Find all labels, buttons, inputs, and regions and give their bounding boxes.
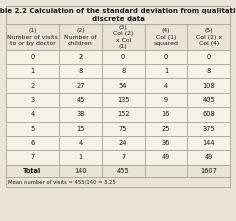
Text: 9: 9	[164, 97, 168, 103]
Text: 6: 6	[30, 140, 35, 146]
Text: 3: 3	[30, 97, 34, 103]
Bar	[59, 107, 102, 122]
Bar	[187, 107, 230, 122]
Bar	[145, 78, 187, 93]
Bar	[102, 122, 145, 136]
Text: 608: 608	[202, 111, 215, 117]
Bar	[145, 122, 187, 136]
Text: 0: 0	[121, 54, 125, 60]
Bar	[59, 24, 102, 50]
Bar	[59, 93, 102, 107]
Text: 5: 5	[30, 126, 35, 132]
Text: 2: 2	[78, 54, 83, 60]
Bar	[59, 50, 102, 64]
Text: (5)
Col (2) x
Col (4): (5) Col (2) x Col (4)	[196, 28, 222, 46]
Bar	[102, 50, 145, 64]
Bar	[6, 24, 59, 50]
Text: 8: 8	[206, 68, 211, 74]
Text: 15: 15	[76, 126, 85, 132]
Bar	[102, 107, 145, 122]
Bar	[187, 64, 230, 78]
Bar	[145, 50, 187, 64]
Text: 75: 75	[119, 126, 127, 132]
Bar	[187, 150, 230, 165]
Bar	[59, 136, 102, 150]
Text: 4: 4	[164, 83, 168, 89]
Text: 2: 2	[30, 83, 35, 89]
Text: (4)
Col (1)
squared: (4) Col (1) squared	[154, 28, 178, 46]
Text: 1607: 1607	[200, 168, 217, 174]
Text: 16: 16	[162, 111, 170, 117]
Text: 108: 108	[202, 83, 215, 89]
Text: Table 2.2 Calculation of the standard deviation from qualitative
discrete data: Table 2.2 Calculation of the standard de…	[0, 8, 236, 22]
Bar	[6, 165, 59, 177]
Text: 0: 0	[206, 54, 211, 60]
Bar	[187, 50, 230, 64]
Bar	[187, 93, 230, 107]
Bar	[6, 6, 230, 187]
Bar	[102, 150, 145, 165]
Bar	[102, 24, 145, 50]
Text: 49: 49	[205, 154, 213, 160]
Bar	[145, 165, 187, 177]
Text: 24: 24	[119, 140, 127, 146]
Text: 38: 38	[76, 111, 85, 117]
Bar	[6, 78, 59, 93]
Text: 4: 4	[78, 140, 83, 146]
Text: 8: 8	[121, 68, 125, 74]
Bar	[59, 64, 102, 78]
Bar	[6, 122, 59, 136]
Bar	[6, 150, 59, 165]
Bar	[145, 107, 187, 122]
Bar	[6, 93, 59, 107]
Bar	[102, 64, 145, 78]
Bar	[187, 165, 230, 177]
Text: (2)
Number of
children: (2) Number of children	[64, 28, 97, 46]
Bar	[145, 93, 187, 107]
Bar	[6, 6, 230, 24]
Text: 135: 135	[117, 97, 130, 103]
Text: 49: 49	[162, 154, 170, 160]
Text: 4: 4	[30, 111, 35, 117]
Bar	[59, 122, 102, 136]
Bar	[102, 78, 145, 93]
Text: 405: 405	[202, 97, 215, 103]
Text: 140: 140	[74, 168, 87, 174]
Text: 1: 1	[164, 68, 168, 74]
Bar	[59, 150, 102, 165]
Text: Mean number of visits = 455/140 = 3.25: Mean number of visits = 455/140 = 3.25	[8, 179, 116, 184]
Bar	[145, 64, 187, 78]
Bar	[6, 177, 230, 187]
Text: 1: 1	[30, 68, 34, 74]
Text: (3)
Col (2)
x Col
(1): (3) Col (2) x Col (1)	[113, 25, 133, 49]
Text: (1)
Number of visits
to or by doctor: (1) Number of visits to or by doctor	[7, 28, 58, 46]
Bar	[145, 136, 187, 150]
Text: 54: 54	[119, 83, 127, 89]
Bar	[6, 50, 59, 64]
Bar	[187, 24, 230, 50]
Text: 8: 8	[78, 68, 83, 74]
Text: 1: 1	[78, 154, 83, 160]
Text: 0: 0	[164, 54, 168, 60]
Text: 0: 0	[30, 54, 35, 60]
Text: Total: Total	[23, 168, 42, 174]
Text: 455: 455	[117, 168, 130, 174]
Bar	[6, 107, 59, 122]
Bar	[102, 93, 145, 107]
Text: 7: 7	[30, 154, 35, 160]
Text: 25: 25	[162, 126, 170, 132]
Text: 7: 7	[121, 154, 125, 160]
Bar	[145, 24, 187, 50]
Text: 152: 152	[117, 111, 130, 117]
Bar	[59, 78, 102, 93]
Bar	[187, 122, 230, 136]
Text: 45: 45	[76, 97, 85, 103]
Bar	[6, 136, 59, 150]
Text: 144: 144	[202, 140, 215, 146]
Text: 27: 27	[76, 83, 85, 89]
Bar	[187, 136, 230, 150]
Bar	[145, 150, 187, 165]
Bar	[6, 64, 59, 78]
Bar	[102, 136, 145, 150]
Text: 36: 36	[162, 140, 170, 146]
